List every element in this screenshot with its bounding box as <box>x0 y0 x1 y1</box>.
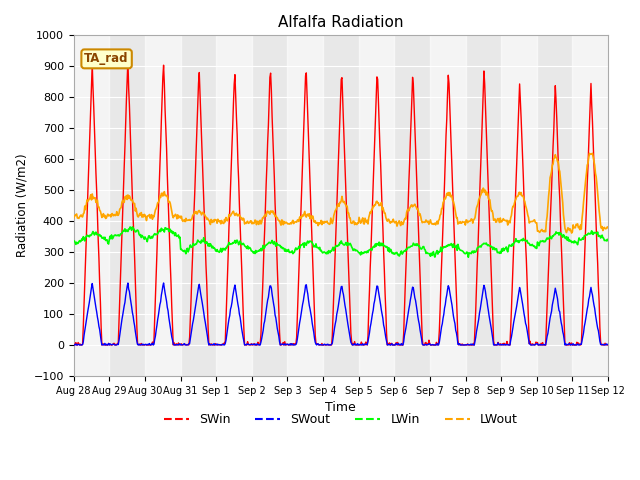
Bar <box>145 36 180 376</box>
Bar <box>216 36 252 376</box>
Text: TA_rad: TA_rad <box>84 52 129 65</box>
Title: Alfalfa Radiation: Alfalfa Radiation <box>278 15 404 30</box>
Bar <box>287 36 323 376</box>
Bar <box>74 36 109 376</box>
Y-axis label: Radiation (W/m2): Radiation (W/m2) <box>15 154 28 257</box>
Bar <box>358 36 394 376</box>
Bar <box>430 36 465 376</box>
Bar <box>572 36 608 376</box>
Bar <box>501 36 537 376</box>
Legend: SWin, SWout, LWin, LWout: SWin, SWout, LWin, LWout <box>159 408 523 431</box>
X-axis label: Time: Time <box>326 401 356 414</box>
